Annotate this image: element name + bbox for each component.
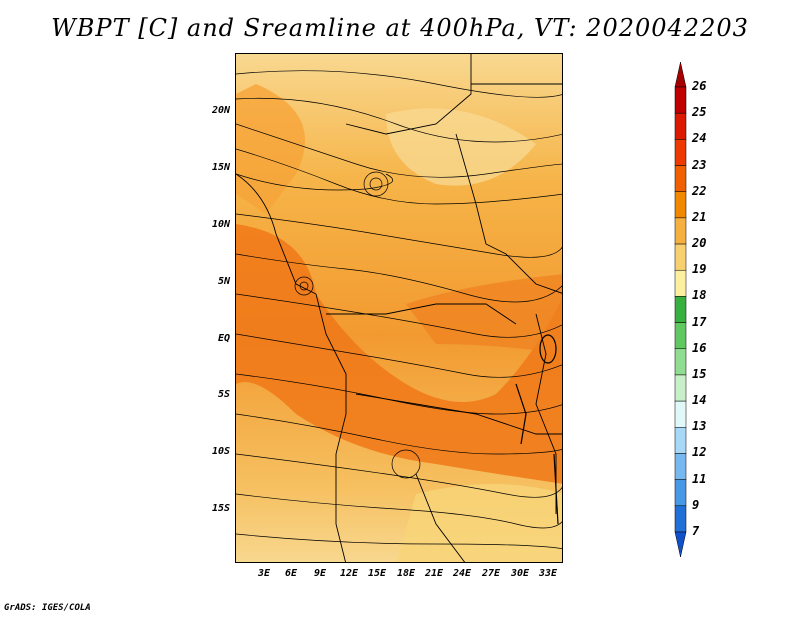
colorbar-segment — [674, 348, 687, 376]
chart-title: WBPT [C] and Sreamline at 400hPa, VT: 20… — [51, 14, 749, 42]
colorbar-segment — [674, 531, 687, 558]
wbpt-streamline-map — [236, 54, 562, 562]
lon-label-15e: 15E — [367, 568, 387, 579]
colorbar-segment — [674, 139, 687, 166]
colorbar-segment — [674, 243, 687, 271]
colorbar-label: 24 — [692, 131, 707, 146]
colorbar-segment — [674, 269, 687, 297]
colorbar-label: 26 — [692, 79, 707, 93]
colorbar-label: 13 — [692, 419, 707, 434]
colorbar-segment — [674, 62, 687, 88]
cool-region-south — [396, 484, 562, 562]
colorbar-label: 16 — [692, 340, 707, 355]
colorbar-segment — [674, 296, 687, 323]
colorbar — [674, 62, 687, 558]
lon-label-33e: 33E — [538, 568, 558, 579]
footer-credit: GrADS: IGES/COLA — [4, 603, 91, 613]
lon-label-27e: 27E — [481, 568, 501, 579]
lat-label-5n: 5N — [217, 276, 230, 287]
colorbar-segment — [674, 374, 687, 402]
colorbar-segment — [674, 505, 687, 533]
hot-region — [236, 224, 562, 484]
lat-label-eq: EQ — [217, 333, 230, 344]
colorbar-label: 18 — [692, 288, 707, 303]
colorbar-segment — [674, 86, 687, 114]
lat-label-10n: 10N — [211, 219, 230, 230]
lon-label-24e: 24E — [452, 568, 472, 579]
colorbar-label: 17 — [692, 314, 707, 329]
lat-label-15s: 15S — [211, 503, 230, 514]
colorbar-label: 7 — [692, 524, 700, 538]
country-borders — [236, 54, 562, 562]
cool-region-north — [386, 108, 536, 186]
map-panel — [235, 53, 563, 563]
colorbar-segment — [674, 453, 687, 480]
lat-label-20n: 20N — [211, 105, 230, 116]
colorbar-segment — [674, 427, 687, 454]
colorbar-label: 25 — [692, 105, 707, 120]
lon-label-6e: 6E — [284, 568, 298, 579]
lat-label-5s: 5S — [217, 389, 230, 400]
lake-outlines — [515, 334, 559, 525]
lon-label-18e: 18E — [396, 568, 416, 579]
colorbar-segment — [674, 217, 687, 245]
lon-label-30e: 30E — [510, 568, 530, 579]
colorbar-label: 20 — [692, 236, 707, 251]
lon-label-12e: 12E — [339, 568, 359, 579]
colorbar-segment — [674, 165, 687, 192]
lat-label-15n: 15N — [211, 162, 230, 173]
warm-region — [236, 84, 305, 214]
lon-label-9e: 9E — [313, 568, 327, 579]
colorbar-label: 12 — [692, 445, 707, 460]
lon-label-21e: 21E — [424, 568, 444, 579]
lat-label-10s: 10S — [211, 446, 230, 457]
hot-region-east — [406, 274, 562, 354]
colorbar-label: 14 — [692, 393, 707, 408]
lon-label-3e: 3E — [257, 568, 271, 579]
streamlines — [236, 70, 562, 550]
colorbar-label: 19 — [692, 262, 707, 277]
colorbar-label: 22 — [692, 183, 707, 198]
colorbar-label: 11 — [692, 471, 707, 486]
colorbar-label: 21 — [692, 209, 707, 224]
colorbar-label: 15 — [692, 366, 707, 381]
colorbar-label: 9 — [692, 497, 700, 512]
colorbar-segment — [674, 322, 687, 350]
colorbar-segment — [674, 400, 687, 428]
colorbar-segment — [674, 191, 687, 219]
colorbar-segment — [674, 112, 687, 140]
colorbar-label: 23 — [692, 157, 707, 172]
colorbar-segment — [674, 479, 687, 507]
